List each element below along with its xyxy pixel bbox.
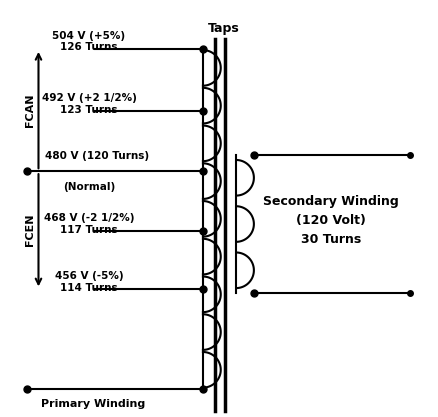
Text: 504 V (+5%)
126 Turns: 504 V (+5%) 126 Turns — [52, 31, 125, 53]
Text: 492 V (+2 1/2%)
123 Turns: 492 V (+2 1/2%) 123 Turns — [42, 93, 136, 115]
Text: 468 V (-2 1/2%)
117 Turns: 468 V (-2 1/2%) 117 Turns — [44, 213, 134, 235]
Text: Secondary Winding
(120 Volt)
30 Turns: Secondary Winding (120 Volt) 30 Turns — [263, 196, 398, 246]
Text: 480 V (120 Turns): 480 V (120 Turns) — [45, 151, 149, 161]
Text: FCEN: FCEN — [25, 214, 35, 246]
Text: FCAN: FCAN — [25, 93, 35, 127]
Text: Taps: Taps — [207, 22, 239, 35]
Text: (Normal): (Normal) — [63, 181, 115, 191]
Text: 456 V (-5%)
114 Turns: 456 V (-5%) 114 Turns — [55, 271, 123, 293]
Text: Primary Winding: Primary Winding — [41, 399, 145, 409]
